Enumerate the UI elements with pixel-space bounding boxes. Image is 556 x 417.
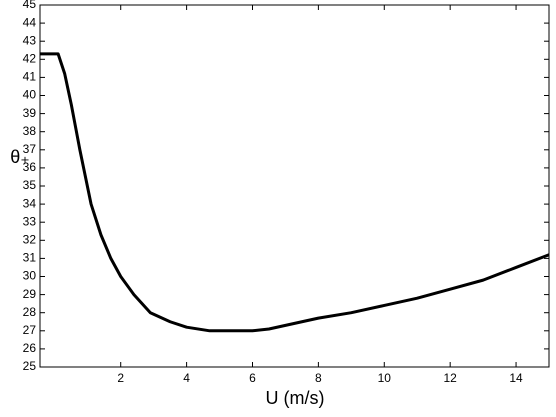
y-tick-label: 28 [23,305,37,319]
y-tick-label: 38 [23,124,37,138]
x-axis-label: U (m/s) [266,388,325,408]
y-tick-label: 41 [23,70,37,84]
x-tick-label: 2 [117,371,124,385]
x-tick-label: 8 [315,371,322,385]
y-tick-label: 26 [23,341,37,355]
y-tick-label: 35 [23,178,37,192]
y-tick-label: 36 [23,160,37,174]
y-tick-label: 27 [23,323,37,337]
y-tick-label: 42 [23,51,37,65]
plot-frame [39,4,550,368]
y-tick-label: 25 [23,359,37,373]
data-line [40,52,550,333]
x-tick-label: 12 [443,371,457,385]
y-tick-label: 29 [23,287,37,301]
y-tick-label: 40 [23,88,37,102]
y-tick-label: 45 [23,0,37,11]
x-tick-label: 4 [183,371,190,385]
y-tick-label: 30 [23,269,37,283]
x-tick-label: 10 [378,371,392,385]
y-tick-label: 39 [23,106,37,120]
x-tick-label: 6 [249,371,256,385]
y-axis-label: θ₊ [10,147,30,167]
y-tick-label: 34 [23,196,37,210]
y-tick-label: 43 [23,33,37,47]
y-tick-label: 31 [23,251,37,265]
x-tick-label: 14 [509,371,523,385]
y-tick-label: 37 [23,142,37,156]
y-tick-label: 33 [23,214,37,228]
y-tick-label: 44 [23,15,37,29]
y-tick-label: 32 [23,232,37,246]
